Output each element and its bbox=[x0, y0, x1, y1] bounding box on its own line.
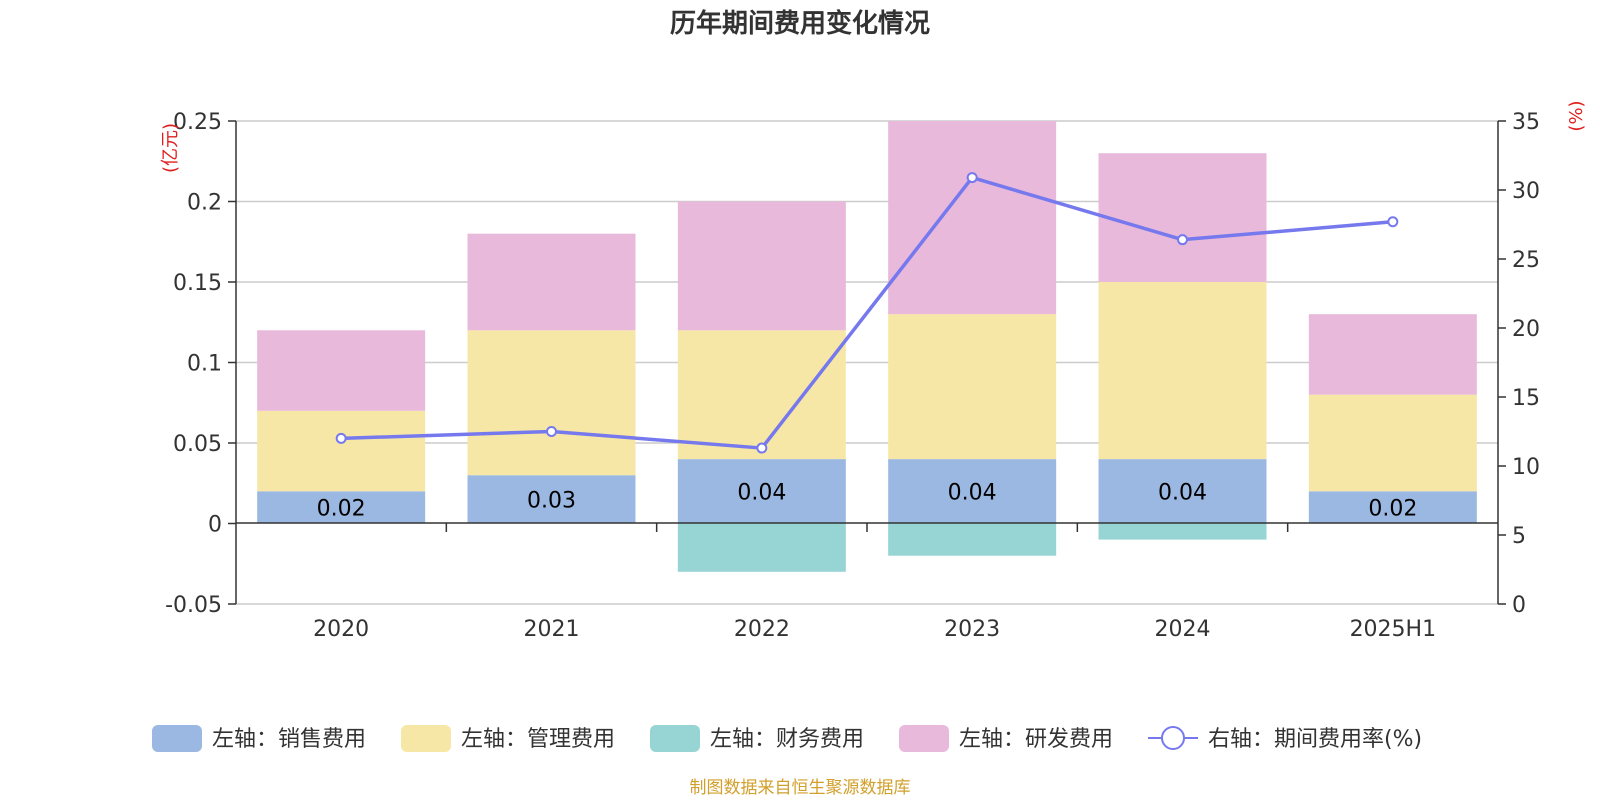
bar-segment bbox=[1098, 282, 1267, 460]
x-axis-tick-label: 2023 bbox=[944, 617, 1000, 642]
grid-lines bbox=[236, 120, 1498, 605]
bar-segment bbox=[257, 330, 426, 411]
bar-segment bbox=[888, 314, 1057, 460]
left-axis-tick-label: 0 bbox=[208, 513, 222, 538]
bar-segment bbox=[677, 201, 846, 331]
legend-swatch bbox=[401, 725, 451, 752]
bar-data-label: 0.04 bbox=[737, 480, 786, 505]
bar-data-label: 0.03 bbox=[527, 488, 576, 513]
bar-segment bbox=[257, 491, 426, 524]
legend-label: 左轴：管理费用 bbox=[461, 727, 615, 752]
left-axis-tick-label: 0.15 bbox=[173, 271, 222, 296]
right-axis-tick-label: 5 bbox=[1512, 524, 1526, 549]
left-axis-unit: (亿元) bbox=[160, 123, 181, 173]
bar-segment bbox=[467, 233, 636, 331]
bar-segment bbox=[1308, 491, 1477, 524]
rate-line-point bbox=[1177, 234, 1188, 246]
right-axis-tick-label: 20 bbox=[1512, 317, 1540, 342]
bar-segment bbox=[888, 523, 1057, 556]
legend-label: 左轴：销售费用 bbox=[212, 727, 366, 752]
bar-segment bbox=[888, 459, 1057, 524]
bar-segment bbox=[1098, 153, 1267, 282]
rate-line-point bbox=[335, 432, 347, 444]
right-axis-tick-label: 10 bbox=[1512, 455, 1540, 480]
right-axis-tick-label: 35 bbox=[1512, 110, 1540, 135]
legend-label: 左轴：财务费用 bbox=[710, 727, 864, 752]
rate-line bbox=[335, 172, 1399, 454]
bar-segment bbox=[677, 523, 846, 572]
bar-data-label: 0.04 bbox=[1158, 480, 1207, 505]
bar-segment bbox=[677, 459, 846, 524]
right-axis-tick-label: 25 bbox=[1512, 248, 1540, 273]
bar-data-label: 0.02 bbox=[317, 496, 366, 521]
left-axis-tick-label: -0.05 bbox=[165, 593, 222, 618]
left-axis-tick-label: 0.05 bbox=[173, 432, 222, 457]
bar-segment bbox=[1308, 394, 1477, 492]
rate-line-point bbox=[756, 442, 768, 454]
bar-segment bbox=[1308, 314, 1477, 395]
bar-data-label: 0.04 bbox=[948, 480, 997, 505]
x-axis-tick-label: 2020 bbox=[313, 617, 369, 642]
right-axis-tick-label: 0 bbox=[1512, 593, 1526, 618]
bar-segment bbox=[467, 475, 636, 524]
rate-line-point bbox=[1387, 216, 1399, 228]
rate-line-point bbox=[546, 426, 557, 437]
x-axis-tick-label: 2024 bbox=[1155, 617, 1211, 642]
legend-marker bbox=[1161, 726, 1185, 750]
left-axis-tick-label: 0.2 bbox=[187, 191, 222, 216]
bar-segment bbox=[1098, 459, 1267, 524]
x-axis-tick-label: 2021 bbox=[524, 617, 580, 642]
bar-data-label: 0.02 bbox=[1368, 496, 1417, 521]
legend-swatch bbox=[152, 725, 202, 752]
bar-segment bbox=[677, 330, 846, 460]
legend-swatch bbox=[650, 725, 700, 752]
bar-segment bbox=[888, 121, 1057, 315]
axes: -0.05 0 0.05 0.1 0.15 0.2 0.25 0 5 10 15 20 25 30 35 20… bbox=[165, 110, 1540, 642]
left-axis-tick-label: 0.25 bbox=[173, 110, 222, 135]
bar-segment bbox=[1098, 523, 1267, 540]
left-axis-tick-label: 0.1 bbox=[187, 352, 222, 377]
rate-line-path bbox=[341, 175, 1393, 450]
right-axis-unit: (%) bbox=[1566, 100, 1587, 131]
x-axis-tick-label: 2022 bbox=[734, 617, 790, 642]
legend-label: 右轴：期间费用率(%) bbox=[1208, 727, 1422, 752]
legend-label: 左轴：研发费用 bbox=[959, 727, 1113, 752]
right-axis-tick-label: 30 bbox=[1512, 179, 1540, 204]
right-axis-tick-label: 15 bbox=[1512, 386, 1540, 411]
legend: 左轴：销售费用 左轴：管理费用 左轴：财务费用 左轴：研发费用 右轴：期间费用率(%) bbox=[152, 725, 1422, 752]
bars bbox=[257, 121, 1477, 572]
data-labels: 0.02 0.03 0.04 0.04 0.04 0.02 bbox=[317, 480, 1418, 521]
chart-title: 历年期间费用变化情况 bbox=[670, 8, 930, 39]
bar-segment bbox=[467, 330, 636, 476]
data-source-note: 制图数据来自恒生聚源数据库 bbox=[690, 778, 911, 798]
legend-swatch bbox=[899, 725, 949, 752]
rate-line-point bbox=[966, 172, 978, 184]
x-axis-tick-label: 2025H1 bbox=[1350, 617, 1437, 642]
bar-segment bbox=[257, 410, 426, 492]
